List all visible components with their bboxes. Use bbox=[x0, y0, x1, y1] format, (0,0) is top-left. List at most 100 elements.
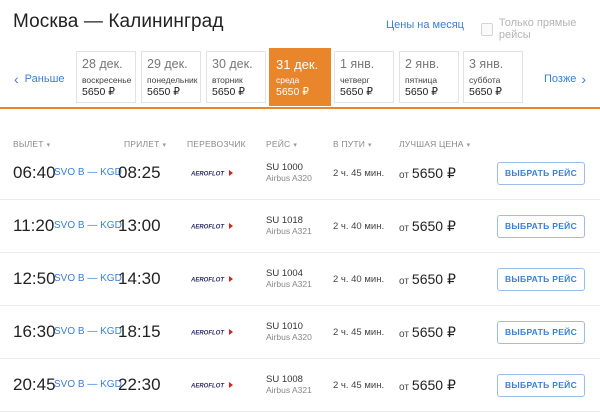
arrival-time: 18:15 bbox=[118, 322, 161, 341]
flight-duration: 2 ч. 40 мин. bbox=[333, 274, 385, 285]
departure-time: 12:50 bbox=[13, 269, 56, 288]
aeroflot-logo-text: AEROFLOT bbox=[191, 172, 225, 178]
sort-duration-label: В ПУТИ bbox=[333, 139, 366, 149]
aircraft-type: Airbus A321 bbox=[266, 385, 312, 395]
best-price: от 5650 ₽ bbox=[399, 377, 456, 395]
flight-row: 16:30 SVO B — KGD 18:15 AEROFLOT SU 1010 Airb… bbox=[0, 307, 600, 359]
date-card-weekday: среда bbox=[276, 75, 300, 85]
airports-link[interactable]: SVO B — KGD bbox=[54, 273, 122, 284]
sort-carrier[interactable]: ПЕРЕВОЗЧИК bbox=[187, 139, 246, 149]
date-card-price: 5650 ₽ bbox=[212, 86, 245, 98]
aeroflot-logo: AEROFLOT bbox=[191, 276, 233, 284]
flight-number: SU 1008 bbox=[266, 374, 303, 385]
best-price: от 5650 ₽ bbox=[399, 218, 456, 236]
flight-number: SU 1018 bbox=[266, 215, 303, 226]
header-divider bbox=[0, 107, 600, 109]
date-card[interactable]: 1 янв. четверг 5650 ₽ bbox=[334, 51, 394, 103]
date-card-weekday: воскресенье bbox=[82, 75, 132, 85]
airports-link[interactable]: SVO B — KGD bbox=[54, 379, 122, 390]
date-card-price: 5650 ₽ bbox=[147, 86, 180, 98]
select-flight-button[interactable]: ВЫБРАТЬ РЕЙС bbox=[497, 374, 585, 397]
date-card[interactable]: 2 янв. пятница 5650 ₽ bbox=[399, 51, 459, 103]
price-value: 5650 ₽ bbox=[411, 324, 456, 340]
date-card-price: 5650 ₽ bbox=[405, 86, 438, 98]
sort-arrival[interactable]: ПРИЛЕТ ▾ bbox=[124, 139, 166, 149]
caret-down-icon: ▾ bbox=[466, 142, 471, 149]
date-card-weekday: понедельник bbox=[147, 75, 198, 85]
earlier-button[interactable]: ‹ Раньше bbox=[14, 71, 65, 87]
aeroflot-logo-wing bbox=[229, 223, 233, 229]
price-value: 5650 ₽ bbox=[411, 165, 456, 181]
aeroflot-logo-wing bbox=[229, 170, 233, 176]
sort-arrival-label: ПРИЛЕТ bbox=[124, 139, 160, 149]
best-price: от 5650 ₽ bbox=[399, 324, 456, 342]
chevron-left-icon: ‹ bbox=[14, 71, 19, 87]
aeroflot-logo-text: AEROFLOT bbox=[191, 225, 225, 231]
date-card[interactable]: 28 дек. воскресенье 5650 ₽ bbox=[76, 51, 136, 103]
price-value: 5650 ₽ bbox=[411, 218, 456, 234]
price-prefix: от bbox=[399, 276, 409, 287]
date-card-date: 31 дек. bbox=[276, 57, 319, 72]
price-prefix: от bbox=[399, 329, 409, 340]
price-prefix: от bbox=[399, 382, 409, 393]
airports-link[interactable]: SVO B — KGD bbox=[54, 220, 122, 231]
aeroflot-logo: AEROFLOT bbox=[191, 382, 233, 390]
date-card[interactable]: 29 дек. понедельник 5650 ₽ bbox=[141, 51, 201, 103]
sort-departure[interactable]: ВЫЛЕТ ▾ bbox=[13, 139, 50, 149]
sort-flight-label: РЕЙС bbox=[266, 139, 291, 149]
departure-time: 16:30 bbox=[13, 322, 56, 341]
caret-down-icon: ▾ bbox=[368, 142, 372, 149]
aeroflot-logo: AEROFLOT bbox=[191, 223, 233, 231]
direct-only-toggle[interactable]: Только прямые рейсы bbox=[481, 17, 600, 41]
direct-only-checkbox[interactable] bbox=[481, 22, 493, 36]
flight-duration: 2 ч. 45 мин. bbox=[333, 380, 385, 391]
chevron-right-icon: › bbox=[581, 71, 587, 87]
flight-row: 11:20 SVO B — KGD 13:00 AEROFLOT SU 1018 Airb… bbox=[0, 201, 600, 253]
sort-duration[interactable]: В ПУТИ ▾ bbox=[333, 139, 372, 149]
aircraft-type: Airbus A321 bbox=[266, 279, 312, 289]
date-card-weekday: вторник bbox=[212, 75, 243, 85]
date-card[interactable]: 30 дек. вторник 5650 ₽ bbox=[206, 51, 266, 103]
sort-flight[interactable]: РЕЙС ▾ bbox=[266, 139, 297, 149]
aeroflot-logo: AEROFLOT bbox=[191, 170, 233, 178]
aeroflot-logo-text: AEROFLOT bbox=[191, 384, 225, 390]
airports-link[interactable]: SVO B — KGD bbox=[54, 326, 122, 337]
sort-carrier-label: ПЕРЕВОЗЧИК bbox=[187, 139, 246, 149]
date-card-date: 2 янв. bbox=[405, 57, 440, 71]
price-calendar-link[interactable]: Цены на месяц bbox=[386, 19, 464, 31]
select-flight-button[interactable]: ВЫБРАТЬ РЕЙС bbox=[497, 268, 585, 291]
date-card[interactable]: 3 янв. суббота 5650 ₽ bbox=[463, 51, 523, 103]
departure-time: 11:20 bbox=[13, 216, 55, 235]
date-card-selected[interactable]: 31 дек. среда 5650 ₽ bbox=[269, 48, 331, 106]
date-card-price: 5650 ₽ bbox=[276, 86, 309, 98]
later-button[interactable]: Позже › bbox=[544, 71, 587, 87]
airports-link[interactable]: SVO B — KGD bbox=[54, 167, 122, 178]
sort-best-price[interactable]: ЛУЧШАЯ ЦЕНА ▾ bbox=[399, 139, 470, 149]
arrival-time: 13:00 bbox=[118, 216, 161, 235]
date-card-price: 5650 ₽ bbox=[469, 86, 502, 98]
departure-time: 20:45 bbox=[13, 375, 56, 394]
flight-duration: 2 ч. 45 мин. bbox=[333, 168, 385, 179]
sort-departure-label: ВЫЛЕТ bbox=[13, 139, 44, 149]
date-strip: 28 дек. воскресенье 5650 ₽ 29 дек. понед… bbox=[76, 48, 523, 106]
price-prefix: от bbox=[399, 170, 409, 181]
aeroflot-logo-text: AEROFLOT bbox=[191, 331, 225, 337]
aircraft-type: Airbus A320 bbox=[266, 332, 312, 342]
best-price: от 5650 ₽ bbox=[399, 271, 456, 289]
aeroflot-logo-wing bbox=[229, 276, 233, 282]
aircraft-type: Airbus A321 bbox=[266, 226, 312, 236]
arrival-time: 22:30 bbox=[118, 375, 161, 394]
date-card-date: 29 дек. bbox=[147, 57, 188, 71]
date-card-date: 30 дек. bbox=[212, 57, 253, 71]
later-label: Позже bbox=[544, 73, 577, 85]
aeroflot-logo-text: AEROFLOT bbox=[191, 278, 225, 284]
select-flight-button[interactable]: ВЫБРАТЬ РЕЙС bbox=[497, 162, 585, 185]
best-price: от 5650 ₽ bbox=[399, 165, 456, 183]
price-value: 5650 ₽ bbox=[411, 377, 456, 393]
departure-time: 06:40 bbox=[13, 163, 56, 182]
select-flight-button[interactable]: ВЫБРАТЬ РЕЙС bbox=[497, 215, 585, 238]
aeroflot-logo-wing bbox=[229, 382, 233, 388]
date-card-date: 28 дек. bbox=[82, 57, 123, 71]
flight-row: 12:50 SVO B — KGD 14:30 AEROFLOT SU 1004 Airb… bbox=[0, 254, 600, 306]
select-flight-button[interactable]: ВЫБРАТЬ РЕЙС bbox=[497, 321, 585, 344]
